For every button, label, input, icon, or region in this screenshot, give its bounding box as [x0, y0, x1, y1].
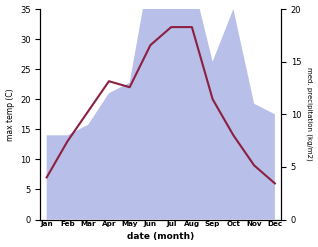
- Y-axis label: med. precipitation (kg/m2): med. precipitation (kg/m2): [306, 67, 313, 161]
- X-axis label: date (month): date (month): [127, 232, 194, 242]
- Y-axis label: max temp (C): max temp (C): [5, 88, 15, 141]
